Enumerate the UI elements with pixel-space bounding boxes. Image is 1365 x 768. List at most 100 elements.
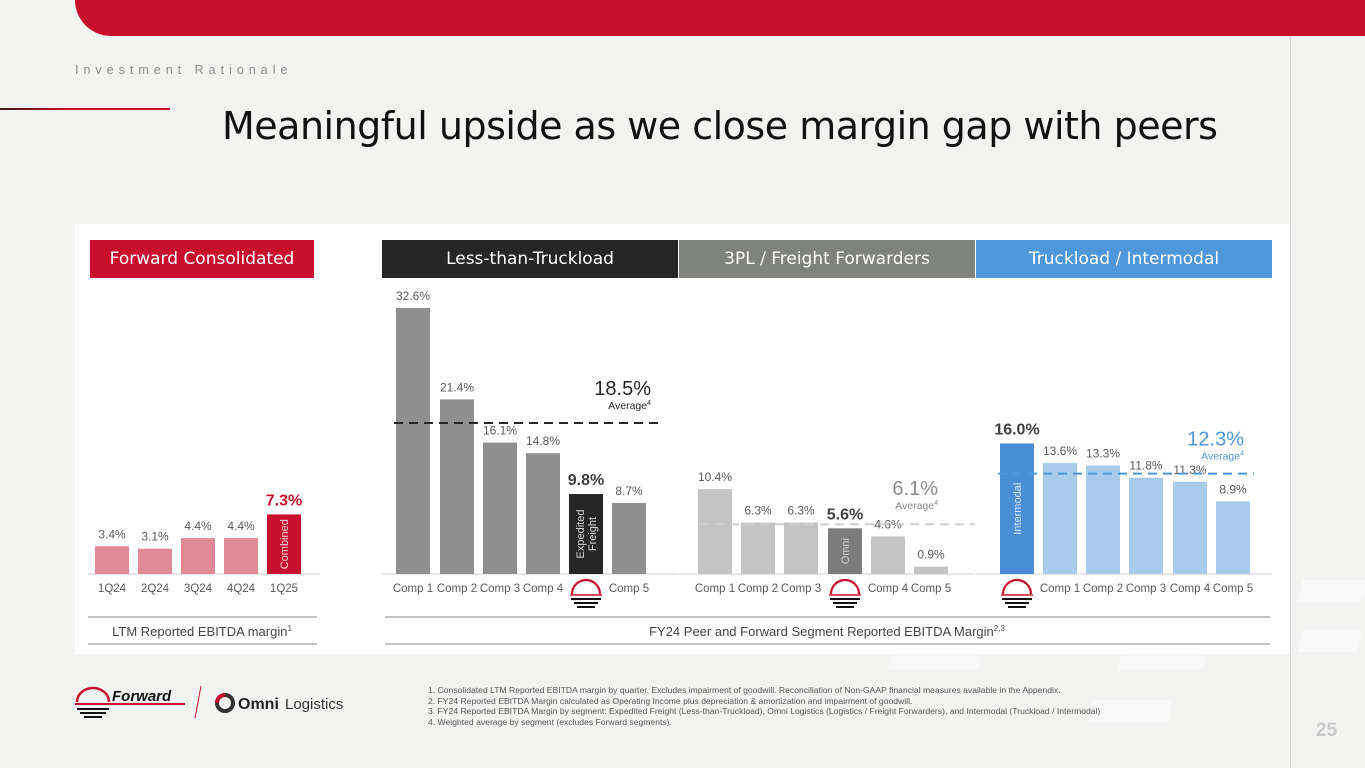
bar-value-label: 9.8% [568,472,604,489]
bar-inner-label: Intermodal [1012,483,1024,535]
footnotes: 1. Consolidated LTM Reported EBITDA marg… [428,685,1188,727]
bar-inner-label: Combined [279,519,291,569]
peer-footer-label: FY24 Peer and Forward Segment Reported E… [649,624,1005,639]
header-forward-consolidated: Forward Consolidated [90,240,314,278]
bar [914,566,948,574]
logo-arc [1001,578,1033,595]
bar [1129,477,1163,574]
footnote-4: 4. Weighted average by segment (excludes… [428,716,672,727]
bar [181,538,215,574]
category-tick-label: 2Q24 [141,583,170,595]
bar [1086,465,1120,574]
forward-wordmark: Forward [112,688,172,705]
header-truckload: Truckload / Intermodal [976,240,1272,278]
top-brand-band [75,0,1365,36]
highlight-bar [267,514,301,574]
category-tick-label: 3Q24 [184,583,213,595]
category-tick-label: Comp 2 [738,583,778,595]
bar [483,442,517,574]
bar-value-label: 11.8% [1129,459,1162,473]
bar-value-label: 32.6% [396,289,430,303]
bar [138,548,172,574]
bar [612,503,646,574]
bar-value-label: 6.3% [787,504,815,518]
category-tick-label: Comp 3 [480,583,520,595]
bar-inner-label: Freight [587,517,599,551]
bar [698,489,732,574]
category-tick-label: 4Q24 [227,583,256,595]
average-value-label: 12.3% [1187,429,1244,451]
bar [784,522,818,574]
category-tick-label: Comp 1 [393,583,433,595]
page-title: Meaningful upside as we close margin gap… [222,104,1218,148]
bar [396,308,430,574]
bar [1216,501,1250,574]
bar-value-label: 21.4% [440,380,474,394]
category-tick-label: Comp 4 [523,583,564,595]
page-number: 25 [1316,720,1338,741]
bar-inner-label: Expedited [575,510,587,559]
bar-value-label: 3.1% [141,530,169,544]
bar-value-label: 16.1% [483,424,517,438]
bar-value-label: 14.8% [526,434,560,448]
bar-value-label: 8.7% [615,484,643,498]
average-caption: Average4 [895,500,938,512]
highlight-bar [569,494,603,574]
bar [95,546,129,574]
average-footnote-sup: 4 [647,400,651,407]
bar-value-label: 6.3% [744,504,772,518]
bar [1043,463,1077,574]
chart-panel [75,224,1290,654]
category-tick-label: Comp 5 [1213,583,1253,595]
footer-sup: 1 [287,624,292,633]
average-footnote-sup: 4 [1240,451,1244,458]
category-tick-label: 1Q25 [270,583,298,595]
forward-footer-label: LTM Reported EBITDA margin1 [112,624,292,639]
logo-svg: Forward Omni Logistics [75,685,343,719]
bar-value-label: 0.9% [917,548,945,562]
forward-logo-icon [1001,578,1033,608]
category-tick-label: Comp 1 [1040,583,1080,595]
category-tick-label: Comp 4 [868,583,909,595]
category-tick-label: Comp 5 [609,583,649,595]
average-caption: Average4 [608,400,651,412]
footer-sup: 2,3 [994,624,1006,633]
bar-value-label: 7.3% [266,492,302,509]
category-tick-label: Comp 3 [781,583,821,595]
bar-value-label: 4.4% [184,519,212,533]
forward-logo: Forward [75,686,185,718]
bar-value-label: 13.3% [1086,446,1120,460]
right-rail-divider [1290,36,1291,768]
header-3pl: 3PL / Freight Forwarders [679,240,975,278]
highlight-bar [828,528,862,574]
bar-value-label: 11.3% [1173,463,1206,477]
footnote-1: 1. Consolidated LTM Reported EBITDA marg… [428,685,1061,695]
forward-logo-icon [829,578,861,608]
bar-value-label: 16.0% [994,421,1039,438]
average-caption: Average4 [1201,451,1244,463]
bar-inner-label: Omni [840,538,852,564]
company-logos: Forward Omni Logistics [75,684,365,724]
omni-wordmark-bold: Omni [238,696,279,713]
logo-arc [829,578,861,595]
title-rule [0,108,170,110]
category-tick-label: Comp 2 [1083,583,1123,595]
footnote-2: 2. FY24 Reported EBITDA Margin calculate… [428,695,913,706]
bar-value-label: 8.9% [1219,482,1247,496]
category-tick-label: 1Q24 [98,583,127,595]
average-value-label: 6.1% [892,478,938,500]
logo-arc [570,578,602,595]
bar-value-label: 4.4% [227,519,255,533]
logo-divider [194,685,202,719]
omni-wordmark-light: Logistics [285,696,343,713]
bar-value-label: 3.4% [98,527,126,541]
bar [741,522,775,574]
highlight-bar [1000,443,1034,574]
average-footnote-sup: 4 [934,500,938,507]
category-tick-label: Comp 1 [695,583,735,595]
bar [224,538,258,574]
omni-logo: Omni Logistics [215,693,343,713]
bar [871,536,905,574]
section-label: Investment Rationale [75,63,293,77]
